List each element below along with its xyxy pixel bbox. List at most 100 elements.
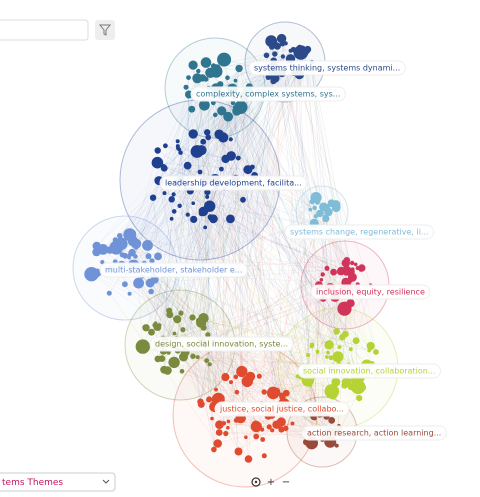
- edge: [155, 272, 340, 343]
- edge: [187, 214, 270, 427]
- edge: [192, 65, 215, 450]
- node: [230, 100, 236, 106]
- node: [211, 446, 217, 453]
- theme-select[interactable]: [0, 472, 116, 492]
- edge: [223, 288, 350, 424]
- edge: [153, 197, 315, 224]
- node: [283, 425, 289, 431]
- node: [236, 365, 248, 378]
- node: [226, 419, 231, 424]
- edge: [96, 133, 192, 247]
- node: [210, 416, 214, 421]
- edge: [247, 169, 337, 332]
- edge: [211, 286, 357, 419]
- node: [179, 369, 185, 374]
- edge: [215, 114, 305, 431]
- node: [337, 266, 346, 276]
- node: [205, 134, 211, 141]
- edge: [204, 182, 307, 443]
- edge: [163, 168, 287, 394]
- node: [282, 389, 290, 397]
- node: [293, 45, 309, 60]
- node: [122, 281, 128, 288]
- edge: [157, 114, 216, 163]
- edge: [209, 376, 369, 400]
- node: [206, 396, 213, 403]
- node: [84, 267, 99, 282]
- edge: [230, 218, 314, 418]
- edge: [121, 201, 318, 266]
- edge: [132, 263, 329, 387]
- node: [200, 138, 207, 145]
- node: [219, 166, 224, 172]
- edge: [306, 288, 331, 368]
- node: [174, 362, 179, 367]
- node: [223, 430, 229, 437]
- edge: [157, 162, 369, 377]
- edge: [135, 247, 202, 324]
- node: [240, 196, 246, 203]
- edge: [103, 249, 327, 269]
- edge: [163, 62, 207, 370]
- edge: [203, 288, 331, 328]
- edge: [227, 77, 244, 416]
- edge: [198, 320, 370, 351]
- node: [350, 267, 355, 272]
- zoom-out-button[interactable]: −: [282, 477, 290, 488]
- node: [205, 332, 211, 338]
- recenter-button[interactable]: [251, 477, 261, 487]
- filter-button[interactable]: [95, 20, 115, 40]
- edge: [192, 133, 324, 299]
- node: [178, 310, 184, 316]
- label-background: [214, 401, 350, 417]
- edge: [247, 169, 283, 398]
- node: [163, 143, 168, 149]
- edge: [200, 218, 231, 402]
- node: [198, 400, 204, 406]
- edge: [236, 56, 284, 393]
- node: [204, 129, 211, 136]
- node: [226, 151, 236, 161]
- edge: [261, 386, 329, 404]
- node: [207, 214, 214, 221]
- node: [178, 150, 183, 155]
- cluster-label: design, social innovation, syste...: [155, 340, 288, 349]
- node: [316, 209, 324, 218]
- edge: [276, 213, 321, 425]
- label-background: [284, 224, 435, 240]
- node: [324, 340, 334, 350]
- edge: [128, 205, 180, 258]
- node: [214, 387, 218, 392]
- node: [200, 57, 212, 68]
- edge: [300, 52, 327, 358]
- search-box[interactable]: [0, 19, 89, 41]
- node: [106, 290, 112, 296]
- node: [148, 288, 154, 295]
- node: [280, 54, 286, 59]
- node: [373, 349, 379, 355]
- edge: [132, 80, 236, 242]
- node: [283, 41, 288, 46]
- edge: [201, 106, 240, 151]
- edge: [177, 350, 247, 438]
- node: [324, 265, 330, 271]
- node: [343, 257, 350, 264]
- node: [223, 111, 234, 122]
- node: [328, 440, 333, 444]
- edge: [157, 49, 294, 257]
- edge: [238, 66, 299, 159]
- node: [235, 448, 241, 454]
- node: [253, 433, 260, 440]
- zoom-in-button[interactable]: +: [267, 477, 275, 488]
- edge: [298, 66, 309, 378]
- edge: [158, 180, 202, 405]
- edge: [277, 46, 354, 380]
- node: [150, 275, 159, 284]
- edge: [127, 273, 377, 353]
- node: [160, 365, 169, 374]
- node: [334, 443, 339, 448]
- cluster-label: inclusion, equity, resilience: [316, 288, 425, 297]
- node: [265, 35, 278, 48]
